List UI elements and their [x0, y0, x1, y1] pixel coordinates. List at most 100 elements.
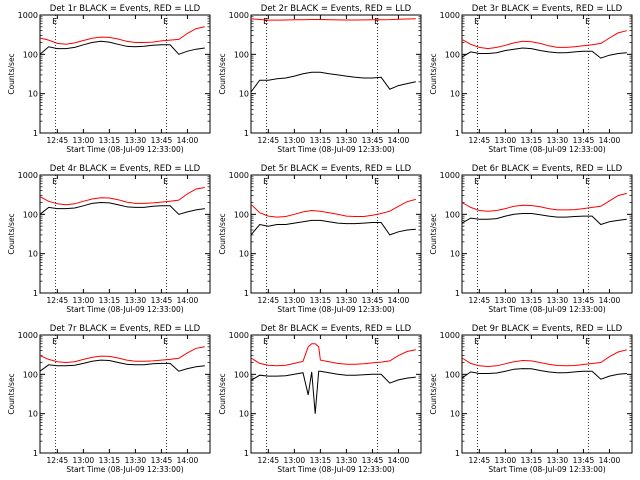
x-tick-label-3-0: 12:45 [469, 136, 491, 145]
x-tick-label-4-0: 12:45 [47, 296, 69, 305]
x-tick-label-4-4: 13:45 [151, 296, 173, 305]
x-tick-label-2-4: 13:45 [362, 136, 384, 145]
interval-marker-label-4-1: E [163, 177, 168, 186]
y-tick-label-3-3: 1000 [440, 11, 460, 20]
x-axis-label-9: Start Time (08-Jul-09 12:33:00) [488, 465, 605, 474]
interval-marker-label-4-0: E [52, 177, 57, 186]
x-tick-label-6-3: 13:30 [547, 296, 569, 305]
x-tick-label-7-0: 12:45 [47, 456, 69, 465]
plot-frame-5 [250, 174, 422, 294]
y-tick-label-2-2: 100 [234, 50, 249, 59]
interval-marker-label-3-1: E [585, 17, 590, 26]
x-tick-label-6-4: 13:45 [573, 296, 595, 305]
chart-title-8: Det 8r BLACK = Events, RED = LLD [261, 324, 412, 334]
series-line-8-events [250, 370, 416, 414]
y-tick-label-8-1: 10 [239, 410, 249, 419]
x-axis-label-8: Start Time (08-Jul-09 12:33:00) [277, 465, 394, 474]
x-tick-label-2-1: 13:00 [284, 136, 306, 145]
x-tick-label-5-1: 13:00 [284, 296, 306, 305]
y-tick-label-6-2: 100 [445, 210, 460, 219]
x-tick-label-4-1: 13:00 [73, 296, 95, 305]
x-tick-label-3-5: 14:00 [599, 136, 621, 145]
x-tick-label-1-1: 13:00 [73, 136, 95, 145]
y-axis-label-2: Counts/sec [218, 53, 227, 94]
x-tick-label-8-1: 13:00 [284, 456, 306, 465]
interval-marker-label-1-0: E [52, 17, 57, 26]
series-line-3-events [461, 47, 627, 59]
interval-marker-label-9-0: E [474, 337, 479, 346]
x-tick-label-5-3: 13:30 [336, 296, 358, 305]
x-tick-label-2-2: 13:15 [310, 136, 332, 145]
y-tick-label-2-0: 1 [244, 129, 249, 138]
x-tick-label-2-0: 12:45 [258, 136, 280, 145]
chart-title-2: Det 2r BLACK = Events, RED = LLD [261, 4, 412, 14]
series-line-5-lld [250, 198, 416, 218]
y-tick-label-7-3: 1000 [18, 331, 38, 340]
x-tick-label-3-3: 13:30 [547, 136, 569, 145]
x-tick-label-4-2: 13:15 [99, 296, 121, 305]
x-tick-label-8-3: 13:30 [336, 456, 358, 465]
y-tick-label-8-3: 1000 [229, 331, 249, 340]
x-tick-label-8-5: 14:00 [388, 456, 410, 465]
series-line-3-lld [461, 30, 627, 50]
y-axis-label-4: Counts/sec [7, 213, 16, 254]
y-tick-label-4-3: 1000 [18, 171, 38, 180]
plot-frame-9 [461, 334, 633, 454]
x-tick-label-6-2: 13:15 [521, 296, 543, 305]
plot-frame-6 [461, 174, 633, 294]
y-axis-label-7: Counts/sec [7, 373, 16, 414]
y-tick-label-7-1: 10 [28, 410, 38, 419]
interval-marker-label-1-1: E [163, 17, 168, 26]
x-tick-label-8-0: 12:45 [258, 456, 280, 465]
x-axis-label-6: Start Time (08-Jul-09 12:33:00) [488, 305, 605, 314]
y-axis-label-1: Counts/sec [7, 53, 16, 94]
series-line-9-events [461, 368, 627, 380]
y-tick-label-4-2: 100 [23, 210, 38, 219]
interval-marker-label-7-0: E [52, 337, 57, 346]
x-tick-label-9-2: 13:15 [521, 456, 543, 465]
chart-title-6: Det 6r BLACK = Events, RED = LLD [472, 164, 623, 174]
interval-marker-label-3-0: E [474, 17, 479, 26]
x-tick-label-4-3: 13:30 [125, 296, 147, 305]
interval-marker-label-9-1: E [585, 337, 590, 346]
chart-title-7: Det 7r BLACK = Events, RED = LLD [50, 324, 201, 334]
series-line-2-lld [250, 18, 416, 21]
y-axis-label-8: Counts/sec [218, 373, 227, 414]
y-tick-label-6-1: 10 [450, 250, 460, 259]
interval-marker-label-2-1: E [374, 17, 379, 26]
x-tick-label-3-1: 13:00 [495, 136, 517, 145]
y-tick-label-9-2: 100 [445, 370, 460, 379]
y-tick-label-3-0: 1 [455, 129, 460, 138]
series-line-8-lld [250, 343, 416, 367]
y-tick-label-5-3: 1000 [229, 171, 249, 180]
x-tick-label-7-4: 13:45 [151, 456, 173, 465]
series-line-2-events [250, 71, 416, 93]
x-tick-label-7-1: 13:00 [73, 456, 95, 465]
y-tick-label-6-3: 1000 [440, 171, 460, 180]
x-tick-label-1-0: 12:45 [47, 136, 69, 145]
y-tick-label-2-1: 10 [239, 90, 249, 99]
x-tick-label-1-4: 13:45 [151, 136, 173, 145]
x-tick-label-7-5: 14:00 [177, 456, 199, 465]
x-tick-label-3-2: 13:15 [521, 136, 543, 145]
series-line-6-events [461, 213, 627, 226]
x-tick-label-5-4: 13:45 [362, 296, 384, 305]
y-axis-label-5: Counts/sec [218, 213, 227, 254]
y-tick-label-8-2: 100 [234, 370, 249, 379]
x-tick-label-9-0: 12:45 [469, 456, 491, 465]
y-tick-label-5-0: 1 [244, 289, 249, 298]
x-tick-label-1-3: 13:30 [125, 136, 147, 145]
y-tick-label-5-1: 10 [239, 250, 249, 259]
y-tick-label-5-2: 100 [234, 210, 249, 219]
series-line-1-events [39, 40, 205, 55]
x-tick-label-1-2: 13:15 [99, 136, 121, 145]
x-axis-label-1: Start Time (08-Jul-09 12:33:00) [66, 145, 183, 154]
plot-frame-3 [461, 14, 633, 134]
x-tick-label-6-0: 12:45 [469, 296, 491, 305]
x-tick-label-9-4: 13:45 [573, 456, 595, 465]
y-tick-label-2-3: 1000 [229, 11, 249, 20]
x-tick-label-5-2: 13:15 [310, 296, 332, 305]
interval-marker-label-6-1: E [585, 177, 590, 186]
